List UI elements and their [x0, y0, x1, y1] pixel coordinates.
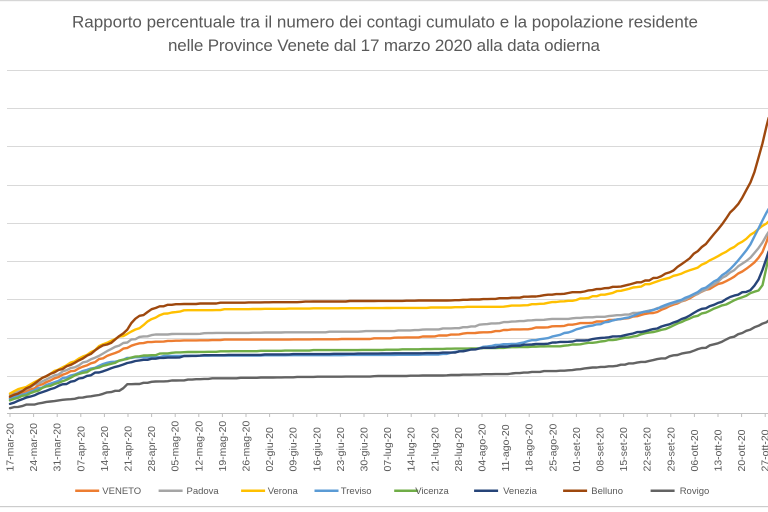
- svg-text:Verona: Verona: [268, 486, 299, 497]
- svg-text:nelle Province Venete dal 17 m: nelle Province Venete dal 17 marzo 2020 …: [168, 36, 601, 55]
- svg-text:24-mar-20: 24-mar-20: [28, 423, 40, 472]
- svg-text:Belluno: Belluno: [591, 486, 623, 497]
- svg-text:04-ago-20: 04-ago-20: [477, 423, 489, 471]
- svg-text:02-giu-20: 02-giu-20: [264, 427, 276, 472]
- svg-text:29-set-20: 29-set-20: [665, 427, 677, 472]
- svg-text:21-lug-20: 21-lug-20: [429, 427, 441, 472]
- svg-text:Treviso: Treviso: [341, 486, 372, 497]
- svg-text:Vicenza: Vicenza: [415, 486, 449, 497]
- svg-text:11-ago-20: 11-ago-20: [500, 424, 512, 471]
- svg-text:Rapporto percentuale tra il nu: Rapporto percentuale tra il numero dei c…: [72, 13, 698, 32]
- svg-text:17-mar-20: 17-mar-20: [5, 423, 17, 472]
- svg-text:28-lug-20: 28-lug-20: [453, 427, 465, 472]
- svg-text:15-set-20: 15-set-20: [618, 427, 630, 472]
- svg-text:07-apr-20: 07-apr-20: [75, 426, 87, 472]
- svg-text:06-ott-20: 06-ott-20: [689, 429, 701, 471]
- svg-text:26-mag-20: 26-mag-20: [241, 421, 253, 472]
- svg-text:16-giu-20: 16-giu-20: [311, 427, 323, 472]
- svg-text:19-mag-20: 19-mag-20: [217, 421, 229, 472]
- svg-text:Venezia: Venezia: [503, 486, 538, 497]
- svg-text:18-ago-20: 18-ago-20: [524, 423, 536, 471]
- svg-text:Rovigo: Rovigo: [680, 486, 710, 497]
- svg-text:22-set-20: 22-set-20: [642, 427, 654, 472]
- svg-text:21-apr-20: 21-apr-20: [123, 426, 135, 472]
- svg-text:12-mag-20: 12-mag-20: [193, 421, 205, 472]
- svg-text:20-ott-20: 20-ott-20: [736, 429, 748, 471]
- svg-text:14-apr-20: 14-apr-20: [99, 426, 111, 472]
- svg-text:27-ott-20: 27-ott-20: [760, 429, 768, 471]
- svg-text:VENETO: VENETO: [102, 486, 141, 497]
- svg-text:30-giu-20: 30-giu-20: [359, 427, 371, 472]
- svg-text:09-giu-20: 09-giu-20: [288, 427, 300, 472]
- svg-text:31-mar-20: 31-mar-20: [52, 423, 64, 472]
- svg-text:Padova: Padova: [187, 486, 220, 497]
- svg-text:05-mag-20: 05-mag-20: [170, 421, 182, 472]
- svg-text:14-lug-20: 14-lug-20: [406, 427, 418, 472]
- svg-text:13-ott-20: 13-ott-20: [713, 429, 725, 471]
- svg-text:25-ago-20: 25-ago-20: [547, 423, 559, 471]
- svg-text:23-giu-20: 23-giu-20: [335, 427, 347, 472]
- svg-text:01-set-20: 01-set-20: [571, 427, 583, 472]
- svg-text:07-lug-20: 07-lug-20: [382, 427, 394, 472]
- svg-text:28-apr-20: 28-apr-20: [146, 426, 158, 472]
- svg-text:08-set-20: 08-set-20: [595, 427, 607, 472]
